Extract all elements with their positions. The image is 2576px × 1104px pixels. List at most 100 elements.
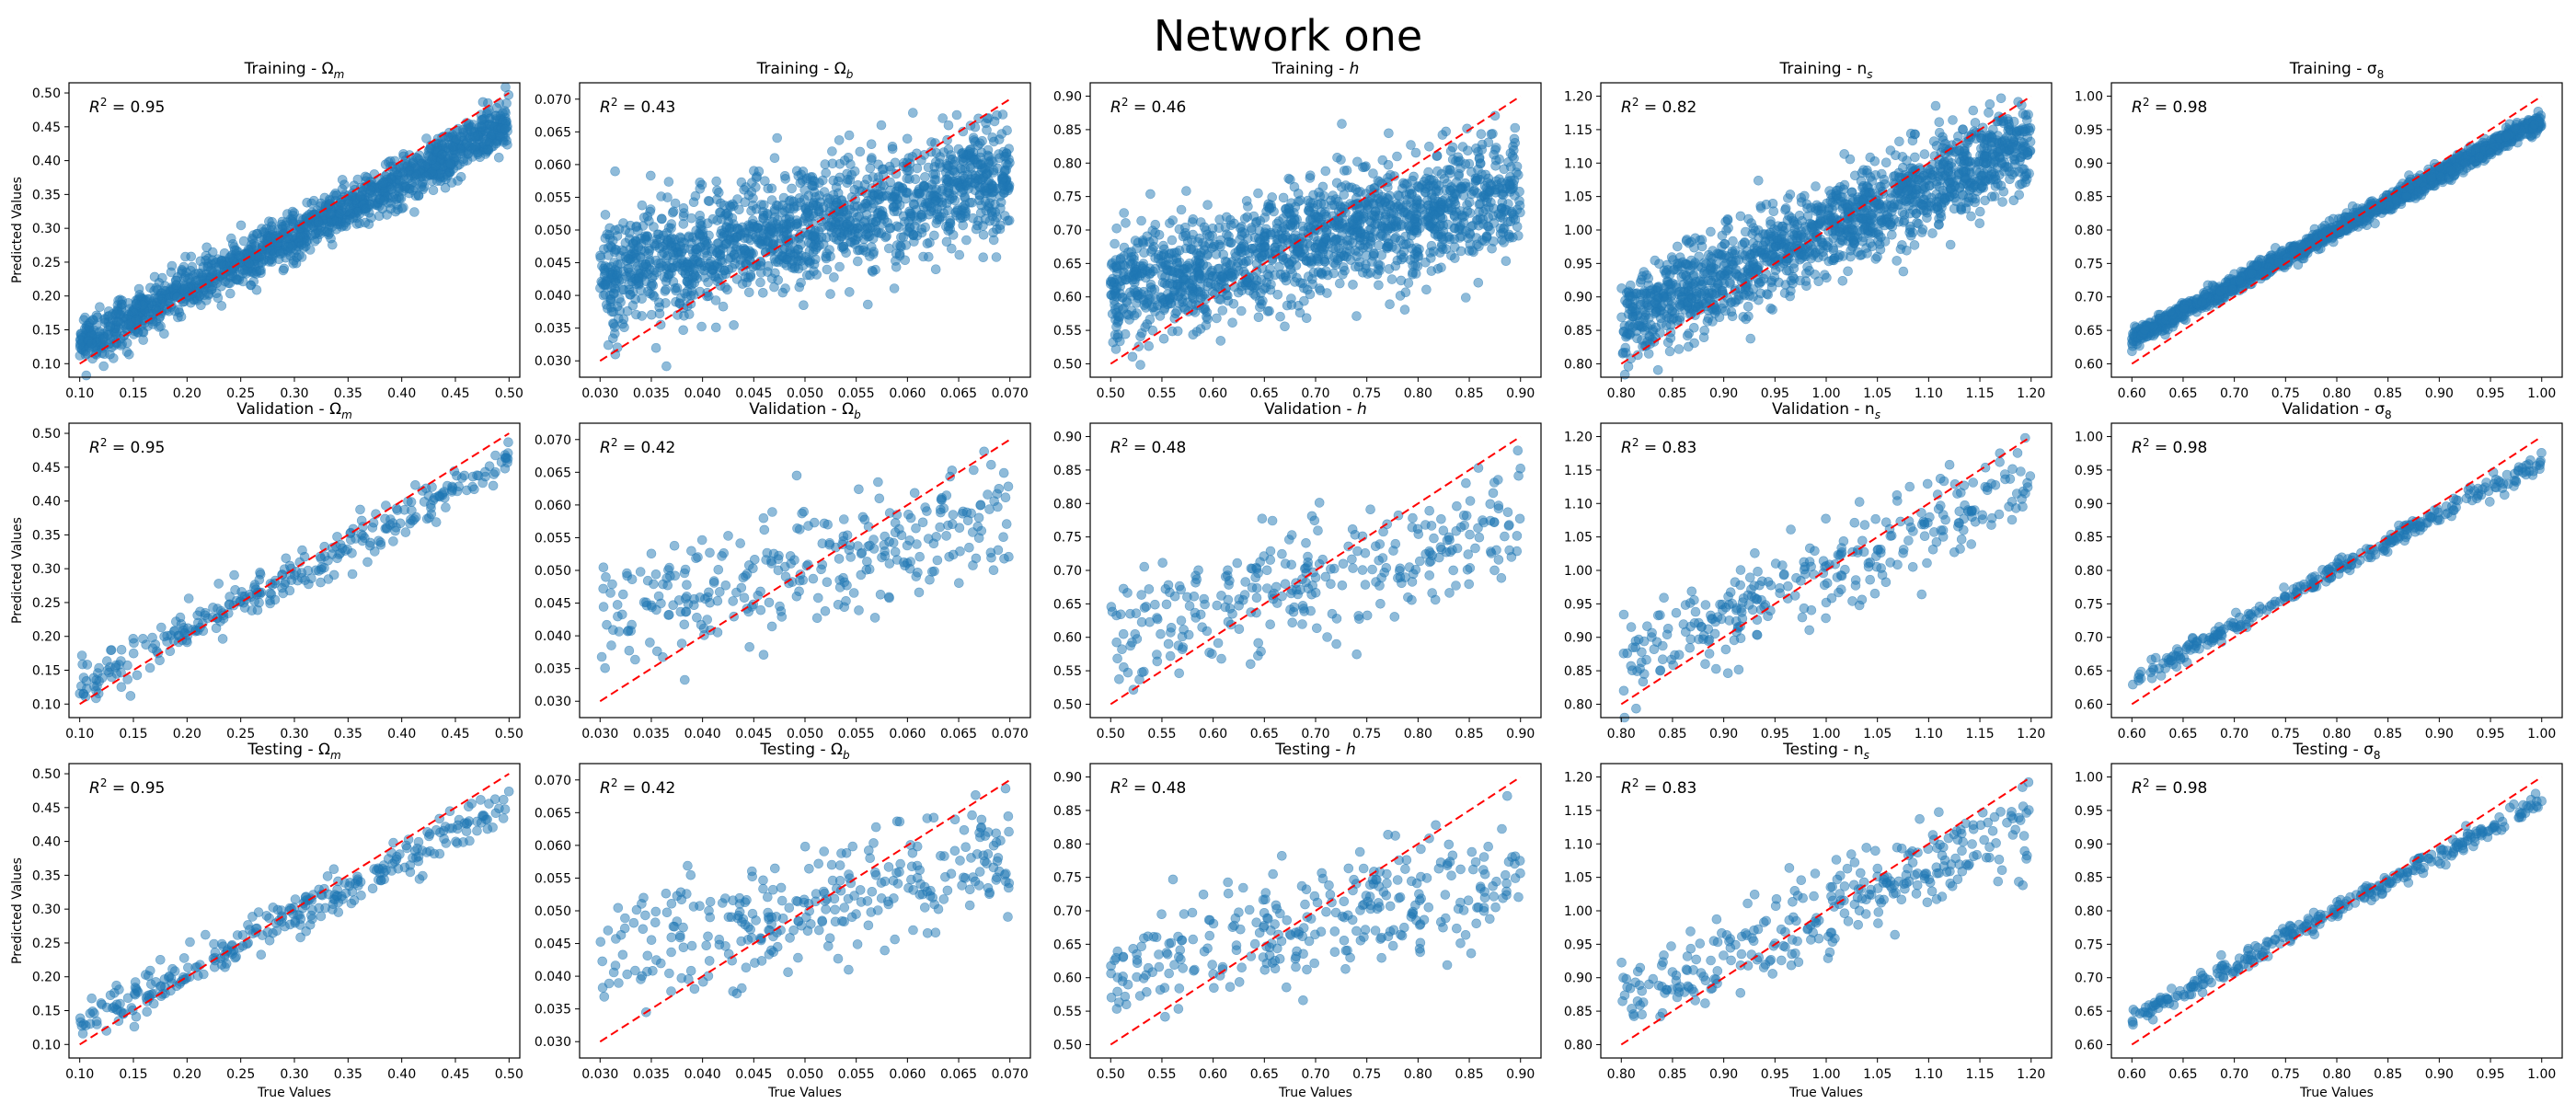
x-tick-label: 0.035 [633,386,670,401]
data-point [715,207,725,218]
data-point [1408,267,1418,278]
data-point [1292,247,1303,258]
data-point [1495,223,1506,234]
data-point [1201,320,1212,330]
data-point [1425,247,1435,258]
data-point [500,123,511,134]
data-point [722,284,732,295]
data-point [1239,213,1250,224]
data-point [239,265,250,275]
data-point [448,141,458,152]
data-point [220,276,230,287]
y-tick-label: 0.10 [32,357,61,372]
data-point [954,249,965,260]
data-point [907,108,918,118]
y-tick-label: 0.050 [535,224,571,238]
data-point [173,312,183,323]
data-point [1150,227,1160,238]
data-point [944,222,954,232]
data-point [1426,190,1437,200]
data-point [1390,202,1400,213]
data-point [662,192,673,202]
data-point [657,213,667,224]
data-point [1444,165,1455,175]
y-tick-label: 0.35 [32,188,61,202]
x-tick-label: 0.060 [889,386,926,401]
data-point [1361,161,1371,171]
data-point [131,299,142,309]
data-point [834,206,845,217]
data-point [781,219,792,229]
x-tick-label: 0.15 [119,386,147,401]
data-point [501,98,512,109]
data-point [943,120,954,131]
data-point [633,272,644,283]
data-point [481,136,492,147]
data-point [404,166,415,176]
data-point [996,129,1007,139]
data-point [1229,218,1239,229]
data-point [378,178,388,188]
data-point [1167,326,1178,337]
data-point [302,198,313,208]
data-point [1328,268,1339,279]
data-point [663,177,674,187]
data-point [1225,259,1236,270]
data-point [1471,144,1481,154]
data-point [362,172,373,183]
data-point [95,302,105,313]
data-point [1304,205,1315,215]
data-point [777,287,788,298]
data-point [769,282,779,293]
data-point [721,238,732,249]
data-point [876,120,887,131]
data-point [822,248,833,259]
data-point [1139,247,1149,259]
data-point [1241,196,1252,206]
data-point [968,213,978,224]
data-point [910,174,921,184]
data-point [930,264,941,275]
data-point [278,265,289,276]
data-point [834,135,845,145]
data-point [443,170,453,181]
data-point [213,293,224,304]
data-point [1465,239,1476,249]
data-point [286,216,297,226]
y-tick-label: 0.45 [32,121,61,135]
data-point [1374,280,1384,291]
y-tick-label: 0.40 [32,155,61,169]
data-point [922,238,933,249]
x-tick-label: 0.85 [1455,386,1483,401]
data-point [224,252,235,263]
data-point [1236,305,1247,316]
data-point [1299,295,1309,306]
data-point [1280,321,1290,332]
data-point [679,208,689,218]
data-point [1188,329,1199,340]
data-point [678,325,689,336]
y-tick-label: 0.50 [1053,357,1082,372]
data-point [696,215,707,226]
data-point [160,281,170,292]
data-point [1225,237,1236,248]
data-point [324,194,335,205]
data-point [1505,172,1515,182]
y-tick-label: 0.20 [32,290,61,305]
data-point [997,174,1007,185]
data-point [960,191,970,202]
data-point [1728,236,1738,247]
data-point [1165,218,1175,228]
data-point [1415,202,1426,213]
data-point [416,181,427,192]
data-point [834,172,845,183]
data-point [177,264,187,275]
data-point [1250,249,1261,259]
data-point [757,287,768,298]
data-point [748,222,759,232]
data-point [1474,154,1485,164]
data-point [424,144,435,155]
data-point [1251,275,1262,286]
x-tick-label: 0.040 [684,386,721,401]
data-point [427,155,438,165]
